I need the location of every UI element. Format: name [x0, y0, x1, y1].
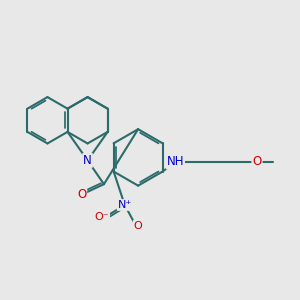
Text: N: N	[83, 154, 92, 167]
Text: O: O	[252, 155, 262, 168]
Text: NH: NH	[167, 155, 184, 168]
Text: O: O	[134, 221, 142, 231]
Text: O⁻: O⁻	[94, 212, 109, 222]
Text: O: O	[77, 188, 86, 201]
Text: N⁺: N⁺	[118, 200, 132, 210]
